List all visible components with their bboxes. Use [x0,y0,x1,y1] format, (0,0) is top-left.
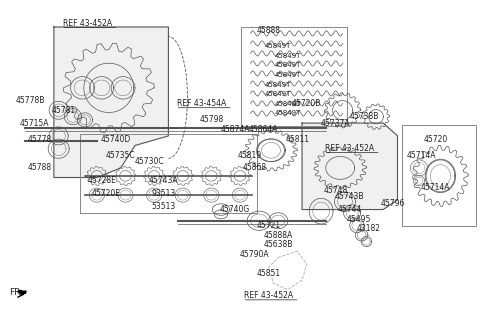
Text: 45819: 45819 [238,151,262,160]
Text: 45740G: 45740G [220,205,251,214]
Text: 45730C: 45730C [134,157,164,166]
Text: 45737A: 45737A [321,119,350,128]
Text: 45714A: 45714A [407,151,436,160]
Text: 45740D: 45740D [101,135,131,144]
Text: 45748: 45748 [324,186,348,195]
Text: 53513: 53513 [152,202,176,211]
Text: 45849T: 45849T [275,62,301,68]
Polygon shape [54,27,168,178]
Polygon shape [302,123,397,210]
Text: 45495: 45495 [347,215,372,224]
Text: 45849T: 45849T [275,53,301,59]
Text: 45849T: 45849T [275,101,301,107]
Text: 45790A: 45790A [240,250,269,259]
Text: REF 43-452A: REF 43-452A [244,291,293,300]
Text: 45743A: 45743A [149,176,179,185]
Text: 43182: 43182 [357,224,381,233]
Text: 93513: 93513 [152,189,176,198]
Text: 45720B: 45720B [292,99,322,108]
Text: 45788: 45788 [27,163,52,172]
Text: 45738B: 45738B [349,112,379,121]
Text: 45744: 45744 [337,205,362,214]
Text: 45849T: 45849T [275,110,301,117]
Text: 45851: 45851 [257,269,281,278]
Text: 45849T: 45849T [265,82,291,88]
Polygon shape [21,291,26,293]
Text: 45735C: 45735C [106,151,135,160]
Text: FR.: FR. [9,288,23,297]
Text: 45714A: 45714A [421,182,450,192]
Text: 45864A: 45864A [249,125,278,134]
Text: 45715A: 45715A [20,119,49,128]
Text: 45720: 45720 [423,135,448,144]
Text: 45796: 45796 [381,199,405,208]
Text: 45778: 45778 [27,135,52,144]
Text: REF 43-452A: REF 43-452A [325,144,374,153]
Text: 45888: 45888 [257,26,281,35]
Polygon shape [18,290,22,292]
Text: 45778B: 45778B [15,96,45,105]
Text: 45781: 45781 [51,106,75,115]
Text: 45888A: 45888A [264,231,293,240]
Text: 45638B: 45638B [264,240,293,249]
Text: 45743B: 45743B [335,192,364,201]
Text: 45798: 45798 [199,115,224,124]
Text: 45874A: 45874A [220,125,250,134]
Text: 45721: 45721 [257,221,281,230]
Text: 45728E: 45728E [87,176,116,185]
Text: 45849T: 45849T [275,72,301,78]
Text: REF 43-454A: REF 43-454A [177,99,227,108]
Text: 45811: 45811 [285,135,309,144]
Text: REF 43-452A: REF 43-452A [63,19,112,28]
Text: 45868: 45868 [242,163,266,172]
Text: 45720E: 45720E [92,189,121,198]
Text: 45849T: 45849T [265,43,291,49]
Text: 45849T: 45849T [265,91,291,97]
